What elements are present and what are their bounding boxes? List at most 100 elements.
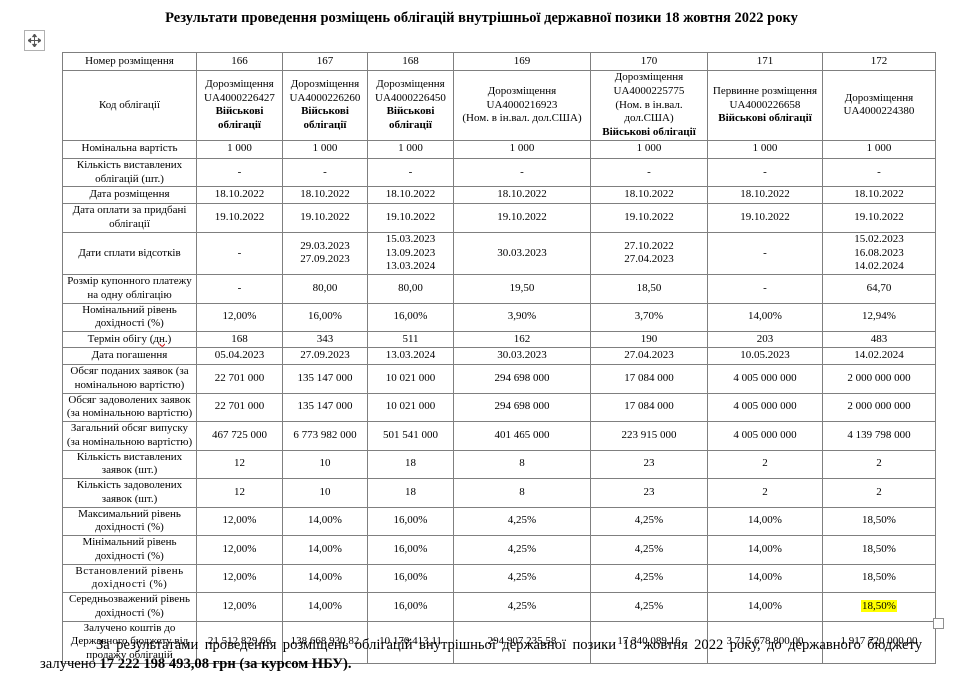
cell-text: 30.03.2023 <box>497 246 547 259</box>
cell-value: 12,00% <box>196 563 283 593</box>
cell-value: 14,00% <box>707 506 823 536</box>
move-cross-icon <box>28 34 41 47</box>
row-label: Дата розміщення <box>62 186 197 205</box>
cell-value: 13.03.2024 <box>367 347 454 365</box>
cell-value: 14,00% <box>707 592 823 622</box>
cell-text: 2 <box>876 457 882 470</box>
bond-code-line: Військові облігації <box>386 105 435 132</box>
cell-value: - <box>707 231 823 276</box>
table-row: Номінальна вартість 1 000 1 000 1 000 1 000 1… <box>62 139 936 159</box>
cell-value: 1 000 <box>367 139 454 159</box>
bond-code-line: (Ном. в ін.вал. дол.США) <box>462 112 582 125</box>
cell-value: 16,00% <box>282 302 368 332</box>
cell-value: 18,50% <box>822 506 936 536</box>
cell-value: 23 <box>590 449 708 479</box>
cell-text: 17 340 089,16 <box>617 635 681 648</box>
cell-text: 190 <box>640 332 658 345</box>
cell-value: 14,00% <box>282 506 368 536</box>
table-move-handle[interactable] <box>24 30 45 51</box>
cell-value: 18.10.2022 <box>282 186 368 205</box>
placement-number: 167 <box>282 52 368 71</box>
cell-text: - <box>763 165 767 178</box>
cell-text: 18 <box>405 457 416 470</box>
cell-value: - <box>707 157 823 188</box>
cell-value: 4,25% <box>590 563 708 593</box>
cell-text: 19.10.2022 <box>385 211 436 224</box>
cell-text: 135 147 000 <box>297 371 353 384</box>
cell-text: 6 773 982 000 <box>293 428 357 441</box>
cell-value: 1 000 <box>282 139 368 159</box>
cell-value: 8 <box>453 449 591 479</box>
cell-value: 3,70% <box>590 302 708 332</box>
cell-text: 4,25% <box>507 542 537 555</box>
cell-text: - <box>647 165 651 178</box>
bond-code-line: Військові облігації <box>215 105 264 132</box>
cell-value: 135 147 000 <box>282 392 368 422</box>
cell-text: 64,70 <box>866 281 892 294</box>
cell-text: 294 698 000 <box>494 400 550 413</box>
row-label: Дата погашення <box>62 347 197 365</box>
cell-text: - <box>877 165 881 178</box>
bond-code-line: UA4000225775 <box>613 84 685 97</box>
cell-value: 10 170 413,11 <box>367 620 454 664</box>
cell-text: 14,00% <box>308 571 342 584</box>
table-row: Дата розміщення 18.10.2022 18.10.2022 18.10… <box>62 186 936 205</box>
cell-text: 18.10.2022 <box>385 188 436 201</box>
bond-code-line: UA4000224380 <box>843 105 915 118</box>
cell-text: 294 698 000 <box>494 371 550 384</box>
cell-value: - <box>590 157 708 188</box>
cell-text: 8 <box>519 457 525 470</box>
cell-text: 501 541 000 <box>383 428 438 441</box>
cell-value: 2 <box>822 478 936 508</box>
cell-text: - <box>237 165 242 178</box>
cell-text: 343 <box>316 332 334 345</box>
row-label: Кількість задоволених заявок (шт.) <box>62 478 197 508</box>
cell-text: 162 <box>513 332 531 345</box>
cell-text: 4,25% <box>634 571 664 584</box>
table-row: Дата погашення 05.04.2023 27.09.2023 13.03.… <box>62 347 936 365</box>
cell-text: 22 701 000 <box>214 400 265 413</box>
cell-text: - <box>520 165 524 178</box>
cell-text: 4,25% <box>507 599 537 612</box>
cell-text: - <box>763 246 767 259</box>
cell-value: 294 698 000 <box>453 364 591 394</box>
row-label: Мінімальний рівень дохідності (%) <box>62 535 197 565</box>
cell-text: 05.04.2023 <box>214 349 265 362</box>
bond-code-cell: Первинне розміщення UA4000226658 Військові… <box>707 70 823 141</box>
cell-value: - <box>196 274 283 304</box>
cell-value: 223 915 000 <box>590 421 708 451</box>
cell-text: 27.04.2023 <box>624 349 674 362</box>
cell-text: 2 <box>762 457 768 470</box>
cell-value: 12,00% <box>196 506 283 536</box>
cell-text: 16,00% <box>393 514 428 527</box>
cell-text: 10 <box>319 457 331 470</box>
cell-text: 3,90% <box>507 310 537 323</box>
cell-text: 14,00% <box>748 599 782 612</box>
cell-value: 19,50 <box>453 274 591 304</box>
cell-value: 14,00% <box>282 563 368 593</box>
bond-code-cell: Дорозміщення UA4000224380 <box>822 70 936 141</box>
summary-amount-bold: 17 222 198 493,08 грн (за курсом НБУ). <box>99 656 352 673</box>
cell-value: 22 701 000 <box>196 364 283 394</box>
cell-value: - <box>707 274 823 304</box>
cell-value: 4 005 000 000 <box>707 421 823 451</box>
cell-value: 294 907 235,58 <box>453 620 591 664</box>
cell-text: 29.03.2023 27.09.2023 <box>300 239 350 266</box>
cell-value: 12,00% <box>196 592 283 622</box>
row-label: Максимальний рівень дохідності (%) <box>62 506 197 536</box>
cell-value: 18,50% <box>822 592 936 622</box>
cell-value: 511 <box>367 331 454 348</box>
cell-text: 18.10.2022 <box>497 188 547 201</box>
cell-value: 2 <box>707 478 823 508</box>
cell-text: 17 084 000 <box>624 371 674 384</box>
cell-value: 16,00% <box>367 506 454 536</box>
cell-value: 190 <box>590 331 708 348</box>
cell-text: 2 000 000 000 <box>847 400 911 413</box>
cell-value: 18,50 <box>590 274 708 304</box>
table-resize-handle[interactable] <box>933 618 944 629</box>
cell-text: 16,00% <box>393 571 428 584</box>
bond-code-line: UA4000226260 <box>289 91 361 104</box>
cell-text: 16,00% <box>393 310 428 323</box>
cell-value: 401 465 000 <box>453 421 591 451</box>
cell-text: 19.10.2022 <box>740 211 790 224</box>
